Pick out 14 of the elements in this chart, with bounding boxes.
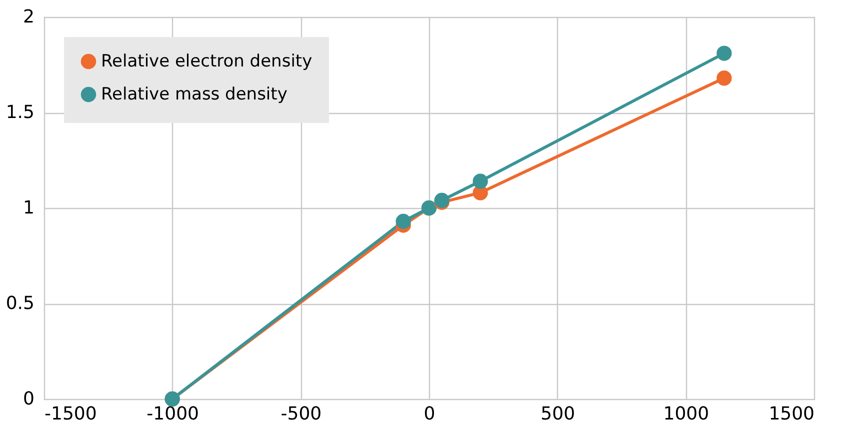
y-tick-label: 0 (23, 388, 34, 410)
y-tick-label: 2 (23, 6, 34, 28)
legend-label: Relative electron density (101, 52, 312, 72)
x-tick-label: 1000 (663, 404, 710, 424)
y-tick-label: 1.5 (6, 102, 34, 123)
legend-label: Relative mass density (101, 84, 288, 104)
y-tick-label: 0.5 (6, 293, 34, 314)
x-tick-label: -1000 (146, 404, 199, 424)
x-tick-label: 0 (424, 404, 436, 424)
x-tick-label: -1500 (44, 404, 97, 424)
x-tick-label: 1500 (768, 404, 814, 424)
x-tick-label: 500 (540, 404, 576, 424)
x-tick-label: -500 (280, 404, 322, 424)
y-tick-label: 1 (23, 198, 34, 218)
